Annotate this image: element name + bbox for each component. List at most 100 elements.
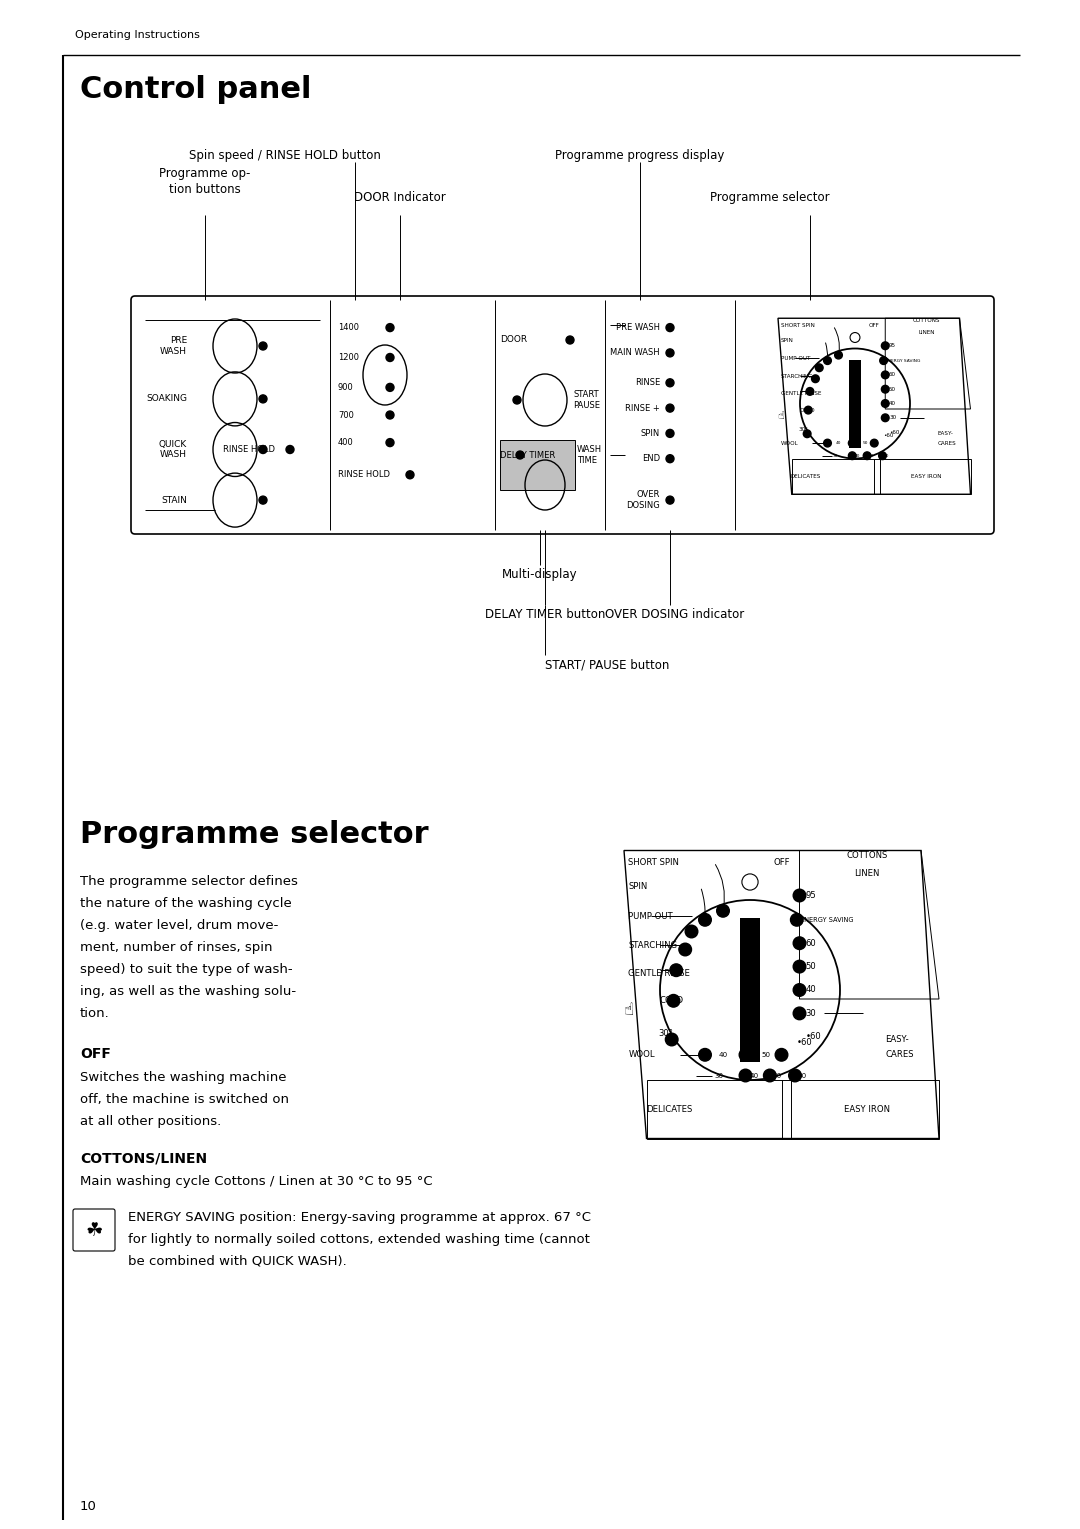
Bar [849,359,861,448]
Circle shape [806,387,813,396]
Text: DELICATES: DELICATES [791,474,821,479]
Circle shape [881,372,889,379]
Circle shape [849,439,856,446]
Circle shape [386,384,394,391]
Circle shape [666,454,674,463]
Circle shape [880,356,888,364]
Circle shape [881,399,889,407]
Text: off, the machine is switched on: off, the machine is switched on [80,1093,289,1105]
Text: 50: 50 [806,962,816,971]
Circle shape [406,471,414,479]
Circle shape [791,913,804,927]
Text: OVER
DOSING: OVER DOSING [626,491,660,509]
Circle shape [666,379,674,387]
Text: ENERGY SAVING: ENERGY SAVING [886,359,920,362]
Circle shape [804,430,811,437]
Text: WOOL: WOOL [629,1050,656,1060]
Text: 50: 50 [862,440,867,445]
Text: RINSE: RINSE [635,378,660,387]
FancyBboxPatch shape [73,1209,114,1251]
Text: Programme progress display: Programme progress display [555,148,725,162]
Text: 30: 30 [806,1009,816,1018]
Text: WASH
TIME: WASH TIME [577,445,603,465]
Circle shape [815,364,823,372]
Text: COLD: COLD [800,408,815,413]
Circle shape [666,349,674,356]
Text: Switches the washing machine: Switches the washing machine [80,1070,286,1084]
Text: ment, number of rinses, spin: ment, number of rinses, spin [80,940,272,954]
Text: The programme selector defines: The programme selector defines [80,875,298,888]
Text: 50: 50 [761,1052,771,1058]
Text: OFF: OFF [80,1047,111,1061]
Text: 60: 60 [889,373,896,378]
Circle shape [259,342,267,350]
Text: RINSE HOLD: RINSE HOLD [222,445,275,454]
Text: COTTONS/LINEN: COTTONS/LINEN [80,1151,207,1165]
Text: START
PAUSE: START PAUSE [573,390,600,410]
Text: LINEN: LINEN [918,330,934,335]
Circle shape [259,445,267,454]
Text: SHORT SPIN: SHORT SPIN [629,858,679,867]
Text: DELAY TIMER: DELAY TIMER [500,451,555,460]
Text: ☝: ☝ [778,411,784,420]
Text: LINEN: LINEN [854,868,880,878]
Text: 10: 10 [80,1500,97,1514]
Circle shape [793,1008,806,1020]
Text: 40: 40 [750,1072,759,1078]
Text: 40: 40 [772,1072,782,1078]
Circle shape [793,937,806,950]
Circle shape [849,453,856,460]
Circle shape [666,430,674,437]
Circle shape [835,352,842,359]
Text: •60: •60 [797,1038,812,1047]
Text: Programme op-
tion buttons: Programme op- tion buttons [160,167,251,196]
Text: 30: 30 [714,1072,723,1078]
Text: Multi-display: Multi-display [502,567,578,581]
Circle shape [286,445,294,454]
Circle shape [666,324,674,332]
Text: STARCHING: STARCHING [781,373,813,379]
Text: 1200: 1200 [338,353,359,362]
Text: CARES: CARES [885,1050,914,1060]
Circle shape [699,1049,712,1061]
Text: END: END [642,454,660,463]
Text: 60: 60 [806,939,816,948]
Text: OFF: OFF [869,323,879,327]
Text: PUMP OUT: PUMP OUT [629,911,673,920]
Circle shape [775,1049,787,1061]
Circle shape [764,1069,777,1083]
Circle shape [717,905,729,917]
Circle shape [824,439,832,446]
Text: Programme selector: Programme selector [80,820,429,849]
Text: ENERGY SAVING: ENERGY SAVING [799,917,853,924]
Circle shape [685,925,698,937]
FancyBboxPatch shape [131,297,994,534]
Text: 40: 40 [718,1052,728,1058]
Circle shape [666,495,674,505]
Circle shape [793,890,806,902]
Circle shape [679,943,691,956]
Text: RINSE +: RINSE + [625,404,660,413]
Bar [740,917,760,1063]
Circle shape [739,1069,752,1083]
Text: 40: 40 [855,454,861,457]
Text: 40: 40 [798,1072,807,1078]
Circle shape [566,336,573,344]
Text: ENERGY SAVING position: Energy-saving programme at approx. 67 °C: ENERGY SAVING position: Energy-saving pr… [129,1211,591,1225]
Text: speed) to suit the type of wash-: speed) to suit the type of wash- [80,963,293,976]
Text: OVER DOSING indicator: OVER DOSING indicator [606,609,744,621]
Text: Operating Instructions: Operating Instructions [75,31,200,40]
Text: ☘: ☘ [85,1220,103,1240]
Circle shape [665,1034,678,1046]
Circle shape [739,1049,752,1061]
Circle shape [667,994,679,1008]
Text: EASY IRON: EASY IRON [912,474,942,479]
Text: START/ PAUSE button: START/ PAUSE button [544,657,670,671]
Text: DELICATES: DELICATES [646,1105,692,1115]
Text: SPIN: SPIN [629,882,648,891]
Text: SOAKING: SOAKING [146,394,187,404]
Circle shape [881,385,889,393]
Text: 900: 900 [338,382,354,391]
Text: 40: 40 [836,440,841,445]
Text: 95: 95 [889,342,896,349]
